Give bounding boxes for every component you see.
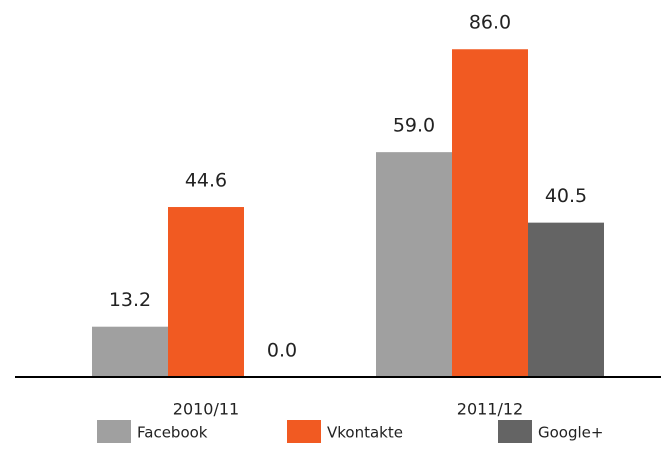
x-tick-label: 2011/12 [457,400,523,419]
bar [528,222,604,377]
bar [92,326,168,377]
legend-label: Vkontakte [327,424,403,442]
bar [168,207,244,377]
legend-swatch [287,420,321,443]
value-label: 0.0 [267,340,297,362]
legend-label: Facebook [137,424,208,442]
value-label: 86.0 [469,12,511,34]
value-label: 13.2 [109,289,151,311]
value-label: 40.5 [545,185,587,207]
legend-swatch [498,420,532,443]
value-label: 44.6 [185,170,227,192]
value-label: 59.0 [393,115,435,137]
legend-label: Google+ [538,424,603,442]
bar [452,49,528,377]
x-tick-label: 2010/11 [173,400,239,419]
bar [376,152,452,377]
legend-swatch [97,420,131,443]
